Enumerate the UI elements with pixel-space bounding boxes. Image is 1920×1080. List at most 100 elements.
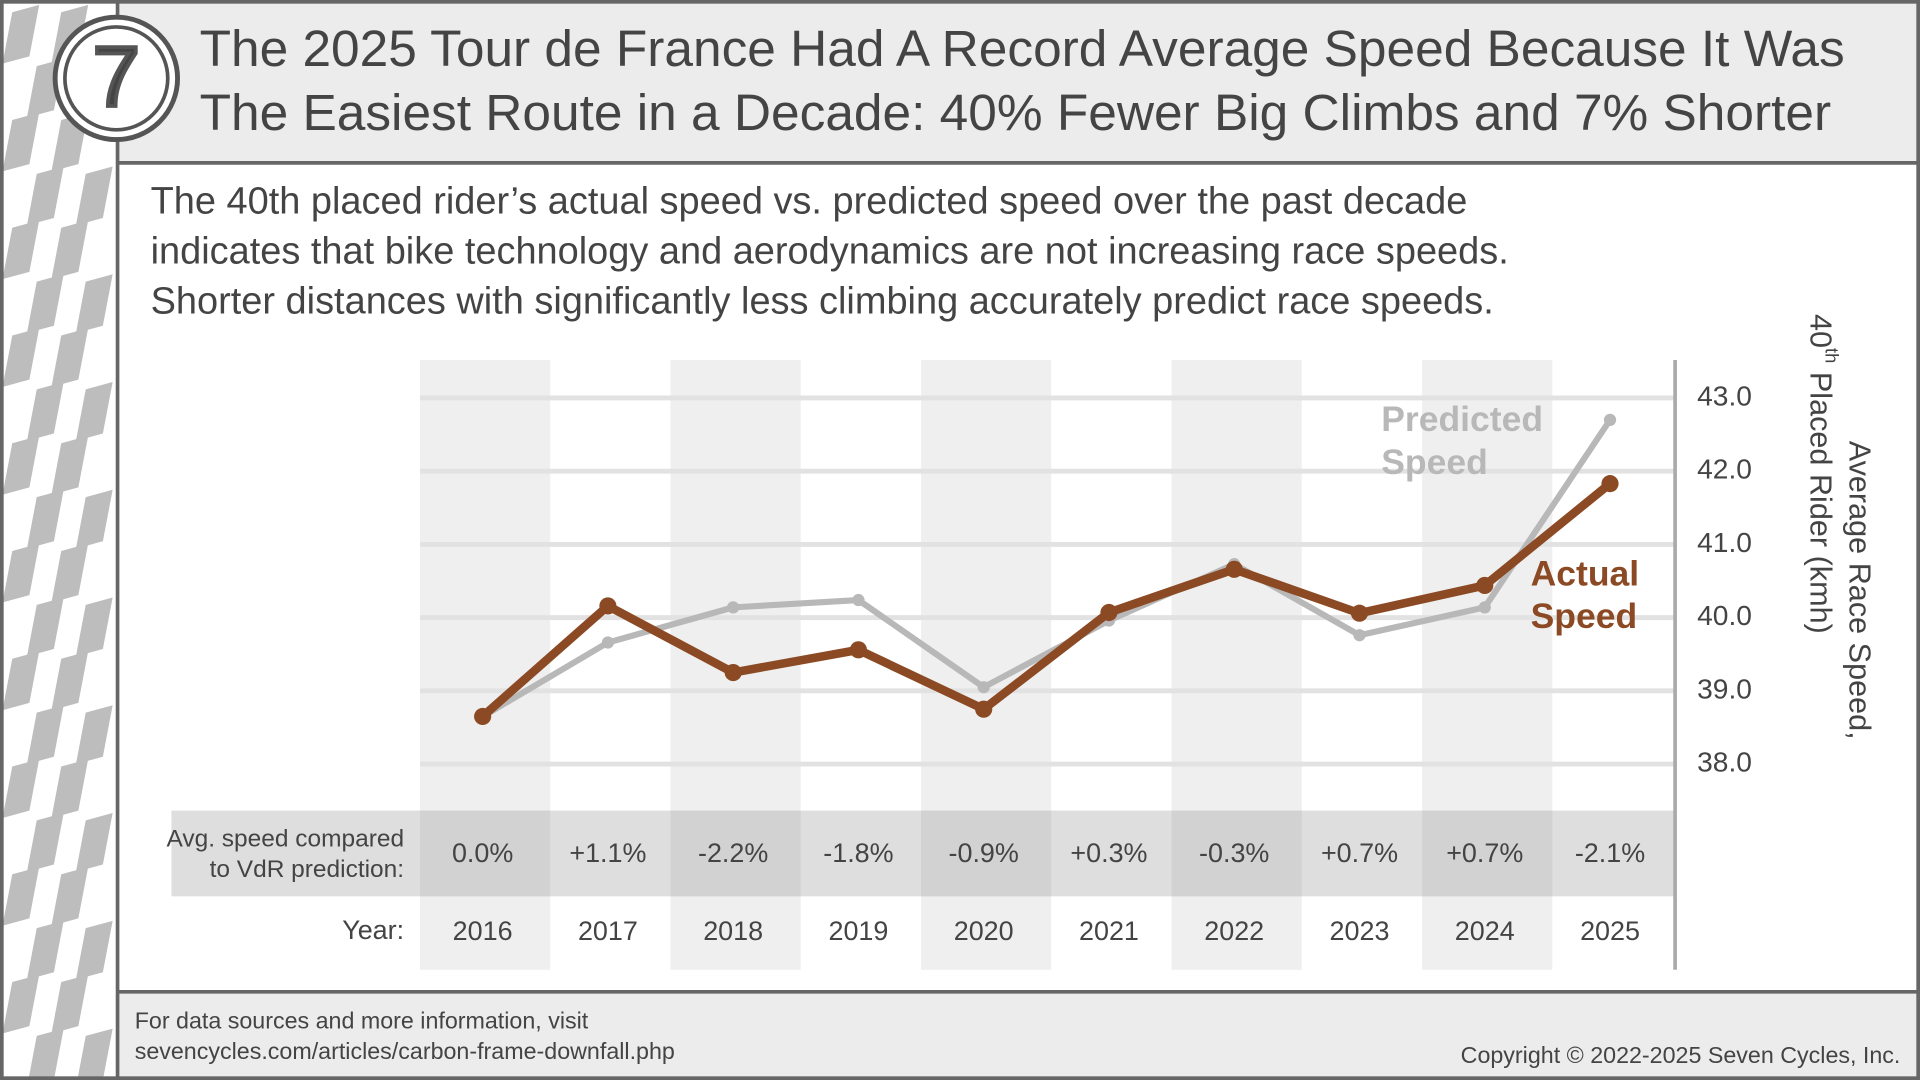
series-label-box: Actual Speed (1530, 554, 1640, 637)
check (2, 759, 40, 818)
check (51, 759, 89, 818)
category-label: Year: (342, 915, 404, 945)
series-label: Actual Speed (1530, 554, 1640, 637)
check (51, 328, 89, 387)
check (2, 328, 40, 387)
comparison-label: Avg. speed compared (166, 825, 404, 852)
subtitle-line: The 40th placed rider’s actual speed vs.… (151, 180, 1468, 222)
x-tick-label: 2019 (828, 916, 888, 946)
y-axis-label-part: th (1822, 348, 1843, 363)
comparison-cell (420, 810, 551, 897)
x-tick-label: 2025 (1580, 916, 1640, 946)
check (2, 543, 40, 603)
series-point (727, 601, 740, 614)
check (26, 166, 64, 226)
series-line (481, 418, 1613, 720)
series-point (977, 681, 990, 694)
y-tick-label: 42.0 (1697, 454, 1752, 485)
y-tick-label: 41.0 (1697, 527, 1752, 558)
check (75, 705, 113, 765)
y-axis-label: Average Race Speed, 40th Placed Rider (km… (1803, 314, 1876, 740)
comparison-value: +0.3% (1070, 838, 1147, 868)
subtitle-line: Shorter distances with significantly les… (151, 281, 1494, 323)
comparison-cell (670, 810, 801, 897)
logo: 7 (92, 29, 140, 125)
copyright: Copyright © 2022-2025 Seven Cycles, Inc. (1461, 1042, 1901, 1068)
series-label: Predicted Speed (1381, 400, 1544, 483)
series-point (1225, 560, 1243, 578)
series-point (1100, 603, 1118, 622)
comparison-value: -2.1% (1575, 838, 1645, 868)
series-label-box: Predicted Speed (1381, 400, 1544, 483)
check (26, 920, 64, 980)
check (2, 435, 40, 495)
check (26, 705, 64, 765)
comparison-cell (1171, 810, 1302, 897)
check (51, 651, 89, 711)
comparison-cell (1422, 810, 1553, 897)
check (75, 813, 113, 872)
x-tick-label: 2022 (1204, 916, 1264, 946)
x-tick-label: 2023 (1330, 916, 1390, 946)
comparison-value: +0.7% (1321, 838, 1398, 868)
series-point (1478, 601, 1491, 614)
series-point (1350, 604, 1369, 622)
check (75, 166, 113, 226)
comparison-value: -0.9% (949, 838, 1019, 868)
comparison-value: +0.7% (1446, 838, 1523, 868)
check (2, 112, 40, 172)
y-tick-label: 40.0 (1697, 600, 1752, 631)
y-tick-label: 38.0 (1697, 747, 1752, 778)
series-point (1603, 413, 1617, 427)
check (51, 543, 89, 603)
check (75, 382, 113, 441)
x-tick-label: 2017 (578, 916, 638, 946)
subtitle-line: indicates that bike technology and aerod… (151, 231, 1509, 273)
comparison-value: 0.0% (452, 838, 513, 868)
x-tick-label: 2020 (954, 916, 1014, 946)
title-line: The 2025 Tour de France Had A Record Ave… (200, 19, 1845, 77)
series-point (1476, 576, 1494, 594)
series-point (601, 636, 615, 649)
check (2, 220, 40, 280)
check (2, 866, 40, 926)
series-point (1353, 629, 1366, 642)
series-point (852, 593, 865, 607)
check (75, 597, 113, 657)
series-point (724, 663, 742, 682)
source-line: sevencycles.com/articles/carbon-frame-do… (135, 1038, 675, 1064)
check (77, 1028, 113, 1080)
source-line: For data sources and more information, v… (135, 1008, 589, 1034)
x-tick-label: 2021 (1079, 916, 1139, 946)
comparison-value: -1.8% (823, 838, 893, 868)
y-tick-label: 43.0 (1697, 380, 1752, 411)
check (51, 435, 89, 495)
check (75, 489, 113, 549)
check (26, 597, 64, 657)
comparison-cell (921, 810, 1052, 897)
x-tick-label: 2018 (703, 916, 763, 946)
logo-ring-inner (63, 25, 170, 132)
y-axis-label-part: 40 (1803, 314, 1837, 348)
check (26, 382, 64, 441)
checkered-strip (2, 4, 113, 1080)
series-point (849, 641, 867, 659)
comparison-value: +1.1% (569, 838, 646, 868)
header-band (116, 0, 1920, 163)
check (2, 974, 40, 1034)
check (75, 274, 113, 334)
series-point (1601, 475, 1619, 493)
series-line (479, 480, 1613, 720)
plot: 38.0 39.0 40.0 41.0 42.0 43.0 Average Race Spe… (166, 314, 1876, 970)
y-axis-label-part: Average Race Speed, (1842, 441, 1876, 740)
check (26, 274, 64, 334)
comparison-value: -0.3% (1199, 838, 1269, 868)
title-line: The Easiest Route in a Decade: 40% Fewer… (200, 83, 1832, 141)
series-point (599, 597, 617, 615)
check (28, 1028, 64, 1080)
comparison-label: to VdR prediction: (210, 856, 405, 883)
check (26, 813, 64, 872)
check (75, 920, 113, 980)
